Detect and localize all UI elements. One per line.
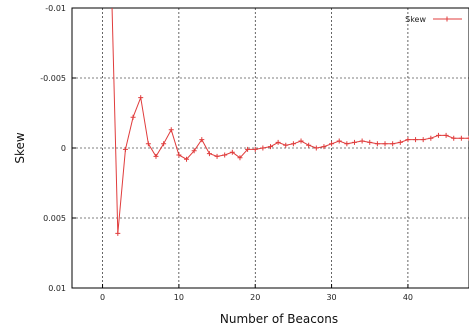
data-point: [199, 137, 205, 143]
data-point: [229, 149, 235, 155]
x-axis-title: Number of Beacons: [220, 312, 338, 326]
data-point: [397, 139, 403, 145]
data-point: [206, 151, 212, 157]
data-point: [184, 156, 190, 162]
data-point: [405, 137, 411, 143]
axis-ticks: 0 10 20 30 40 -0.01 -0.005 0 0.005 0.01: [40, 4, 413, 302]
x-tick-label: 40: [403, 293, 413, 302]
data-point: [313, 145, 319, 151]
series-skew: [111, 8, 469, 236]
x-tick-label: 10: [174, 293, 184, 302]
data-point: [351, 139, 357, 145]
data-point: [329, 141, 335, 147]
data-point: [268, 144, 273, 150]
data-point: [458, 135, 464, 141]
y-tick-label: -0.01: [45, 4, 66, 13]
data-point: [161, 141, 167, 147]
data-point: [466, 135, 469, 141]
legend-label: Skew: [405, 15, 426, 24]
data-point: [176, 152, 182, 158]
data-point: [252, 146, 258, 152]
data-point: [290, 141, 296, 147]
data-point: [153, 153, 159, 159]
data-point: [245, 146, 251, 152]
data-point: [367, 139, 373, 145]
data-point: [420, 137, 426, 143]
y-tick-label: 0.01: [48, 284, 66, 293]
data-point: [443, 132, 449, 138]
legend-marker: [444, 16, 450, 22]
y-tick-label: 0.005: [43, 214, 66, 223]
x-tick-label: 20: [250, 293, 260, 302]
data-point: [260, 145, 266, 151]
data-point: [298, 138, 304, 144]
data-point: [336, 138, 342, 144]
data-point: [222, 152, 228, 158]
data-point: [138, 95, 144, 101]
x-tick-label: 0: [100, 293, 105, 302]
data-point: [390, 141, 396, 147]
data-point: [191, 148, 197, 154]
data-point: [122, 146, 128, 152]
data-point: [359, 138, 365, 144]
data-point: [382, 141, 388, 147]
data-point: [321, 144, 327, 150]
data-point: [168, 127, 174, 133]
x-tick-label: 30: [326, 293, 336, 302]
data-point: [115, 230, 121, 236]
data-point: [306, 142, 312, 148]
data-point: [451, 135, 457, 141]
data-point: [344, 141, 350, 147]
data-point: [413, 137, 419, 143]
data-point: [283, 142, 289, 148]
data-point: [237, 155, 243, 161]
data-point: [130, 114, 136, 120]
data-point: [214, 153, 220, 159]
data-point: [435, 132, 441, 138]
data-point: [428, 135, 434, 141]
y-tick-label: 0: [61, 144, 66, 153]
data-point: [145, 141, 151, 147]
series-line: [111, 8, 469, 234]
data-point: [275, 139, 281, 145]
y-tick-label: -0.005: [40, 74, 66, 83]
data-point: [374, 141, 380, 147]
legend: Skew: [405, 15, 462, 24]
y-axis-title: Skew: [13, 132, 27, 164]
